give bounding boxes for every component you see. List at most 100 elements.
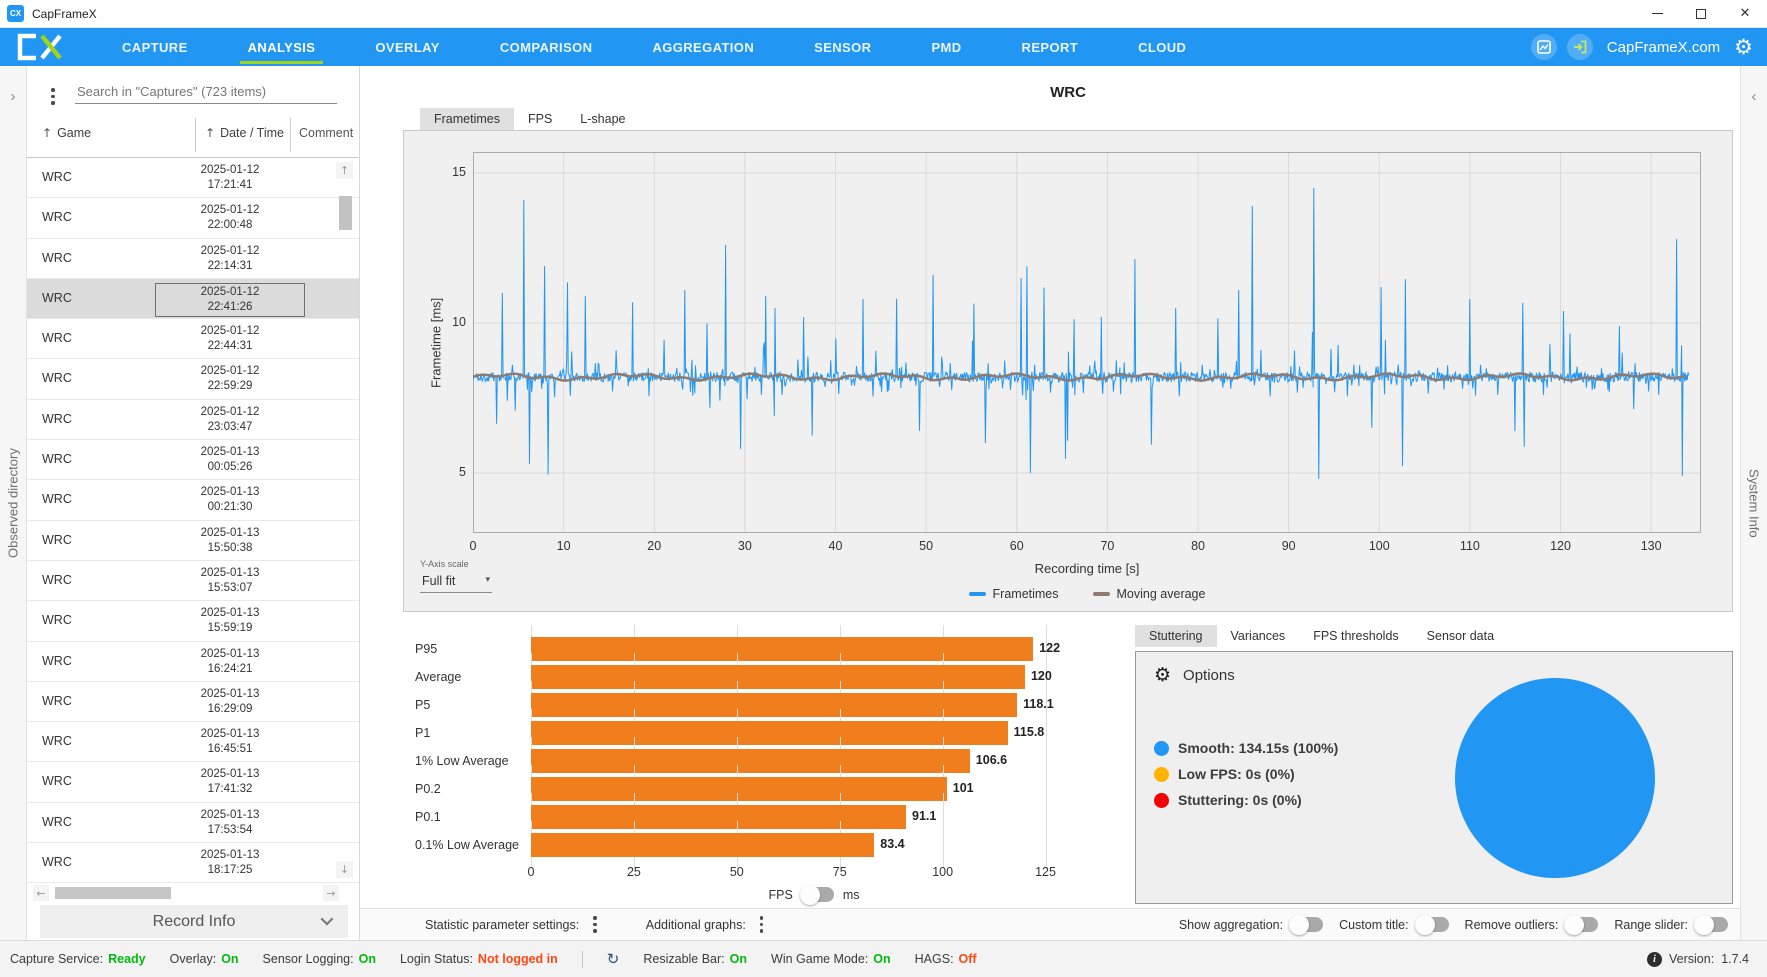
nav-item-pmd[interactable]: PMD (931, 39, 962, 55)
list-scroll-up-button[interactable]: ↑ (336, 162, 353, 179)
bar-fill (531, 665, 1025, 689)
capture-row[interactable]: WRC 2025-01-12 22:44:31 (27, 319, 359, 360)
capture-row[interactable]: WRC 2025-01-12 22:59:29 (27, 359, 359, 400)
login-button[interactable] (1566, 34, 1593, 60)
capture-game-cell: WRC (42, 532, 72, 547)
horizontal-scrollbar-thumb[interactable] (55, 887, 171, 899)
nav-item-analysis[interactable]: ANALYSIS (218, 28, 346, 66)
refresh-icon[interactable]: ↻ (606, 950, 620, 968)
nav-item-capture[interactable]: CAPTURE (122, 39, 188, 55)
search-input[interactable] (75, 80, 337, 104)
nav-item-report[interactable]: REPORT (1021, 39, 1079, 55)
y-axis-scale-dropdown[interactable]: Full fit ▾ (420, 572, 492, 593)
system-info-rail[interactable]: ‹ System Info (1740, 66, 1767, 940)
capture-datetime-cell: 2025-01-12 22:41:26 (155, 282, 305, 317)
capture-datetime-cell: 2025-01-13 16:24:21 (155, 646, 305, 678)
status-label: Win Game Mode: (771, 952, 869, 966)
capture-row[interactable]: WRC 2025-01-13 00:21:30 (27, 480, 359, 521)
stuttering-options-button[interactable]: ⚙ Options (1154, 664, 1235, 686)
tab-stuttering[interactable]: Stuttering (1135, 625, 1217, 647)
toggle-switch[interactable] (1289, 914, 1324, 935)
capture-datetime-cell: 2025-01-13 16:45:51 (155, 726, 305, 758)
observed-directory-rail[interactable]: › Observed directory (0, 66, 27, 940)
bar-track: 118.1 (531, 681, 1097, 729)
column-divider (195, 118, 196, 152)
capture-row[interactable]: WRC 2025-01-13 00:05:26 (27, 440, 359, 481)
nav-item-overlay[interactable]: OVERLAY (375, 39, 440, 55)
capture-row[interactable]: WRC 2025-01-13 16:29:09 (27, 682, 359, 723)
tab-l-shape[interactable]: L-shape (580, 112, 626, 126)
record-info-label: Record Info (152, 912, 236, 930)
x-tick-label: 20 (647, 539, 662, 553)
capture-row[interactable]: WRC 2025-01-13 18:17:25 (27, 843, 359, 884)
nav-item-aggregation[interactable]: AGGREGATION (652, 39, 755, 55)
status-value: On (221, 952, 239, 966)
capture-datetime-cell: 2025-01-12 23:03:47 (155, 404, 305, 436)
capture-row[interactable]: WRC 2025-01-12 22:41:26 (27, 278, 359, 320)
options-label: Options (1183, 666, 1235, 684)
toggle-switch[interactable] (1414, 914, 1449, 935)
stutter-legend-item: Smooth: 134.15s (100%) (1154, 740, 1338, 756)
tab-frametimes[interactable]: Frametimes (420, 108, 514, 130)
nav-item-cloud[interactable]: CLOUD (1138, 39, 1187, 55)
settings-gear-icon[interactable]: ⚙ (1734, 35, 1753, 59)
titlebar: CX CapFrameX ✕ (0, 0, 1767, 28)
column-header-comment[interactable]: Comment (299, 126, 354, 140)
record-info-expander[interactable]: Record Info (40, 905, 348, 938)
capture-row[interactable]: WRC 2025-01-12 17:21:41 (27, 158, 359, 199)
list-scrollbar-thumb[interactable] (339, 196, 352, 230)
capframex-site-link[interactable]: CapFrameX.com (1606, 38, 1721, 56)
toggle-switch[interactable] (1694, 914, 1728, 935)
unit-toggle-switch[interactable] (799, 884, 834, 905)
tab-sensor-data[interactable]: Sensor data (1426, 629, 1495, 643)
maximize-button[interactable] (1679, 0, 1723, 27)
bar-fill (531, 637, 1034, 661)
tab-fps-thresholds[interactable]: FPS thresholds (1313, 629, 1399, 643)
screenshot-button[interactable] (1530, 34, 1557, 60)
capture-time: 17:21:41 (207, 179, 253, 191)
capture-game-cell: WRC (42, 653, 72, 668)
status-item: HAGS: Off (915, 952, 977, 966)
capture-datetime-cell: 2025-01-12 22:59:29 (155, 363, 305, 395)
x-tick-label: 130 (1640, 539, 1662, 553)
legend-dot (1154, 740, 1169, 756)
scroll-right-button[interactable]: → (323, 885, 339, 901)
statistic-settings-kebab-icon[interactable] (589, 912, 601, 937)
column-header-datetime[interactable]: ↑ Date / Time (205, 126, 284, 140)
list-scroll-down-button[interactable]: ↓ (336, 861, 353, 878)
additional-graphs-kebab-icon[interactable] (756, 912, 768, 937)
x-tick-label: 10 (556, 539, 571, 553)
capture-row[interactable]: WRC 2025-01-13 17:53:54 (27, 803, 359, 844)
scroll-left-button[interactable]: ← (33, 885, 49, 901)
capture-row[interactable]: WRC 2025-01-12 22:14:31 (27, 239, 359, 279)
nav-item-sensor[interactable]: SENSOR (814, 39, 872, 55)
captures-menu-kebab-icon[interactable] (47, 84, 59, 109)
expand-left-icon[interactable]: ‹ (1751, 88, 1757, 105)
capture-row[interactable]: WRC 2025-01-13 15:50:38 (27, 521, 359, 561)
tab-variances[interactable]: Variances (1230, 629, 1286, 643)
toggle-switch[interactable] (1564, 914, 1599, 935)
chevron-down-icon (320, 912, 334, 926)
tab-fps[interactable]: FPS (527, 112, 553, 126)
capture-row[interactable]: WRC 2025-01-13 16:24:21 (27, 642, 359, 682)
status-label: Login Status: (399, 952, 473, 966)
expand-right-icon[interactable]: › (10, 88, 16, 105)
toggle-custom-title: Custom title: (1339, 914, 1449, 935)
capture-row[interactable]: WRC 2025-01-12 22:00:48 (27, 198, 359, 239)
capture-date: 2025-01-13 (200, 486, 260, 499)
horizontal-scrollbar[interactable]: ← → (27, 885, 345, 901)
column-header-game[interactable]: ↑ Game (42, 126, 92, 140)
capture-row[interactable]: WRC 2025-01-13 15:53:07 (27, 561, 359, 602)
minimize-button[interactable] (1635, 0, 1679, 27)
capture-row[interactable]: WRC 2025-01-12 23:03:47 (27, 400, 359, 441)
close-button[interactable]: ✕ (1723, 0, 1767, 27)
nav-item-comparison[interactable]: COMPARISON (499, 39, 593, 55)
capture-row[interactable]: WRC 2025-01-13 16:45:51 (27, 722, 359, 763)
capture-row[interactable]: WRC 2025-01-13 15:59:19 (27, 601, 359, 642)
capture-row[interactable]: WRC 2025-01-13 17:41:32 (27, 762, 359, 803)
capture-datetime-cell: 2025-01-12 17:21:41 (155, 162, 305, 194)
capture-time: 00:21:30 (207, 501, 253, 514)
legend-text: Smooth: 134.15s (100%) (1178, 740, 1339, 756)
capture-time: 22:14:31 (207, 259, 253, 272)
capture-datetime-cell: 2025-01-12 22:00:48 (155, 202, 305, 234)
